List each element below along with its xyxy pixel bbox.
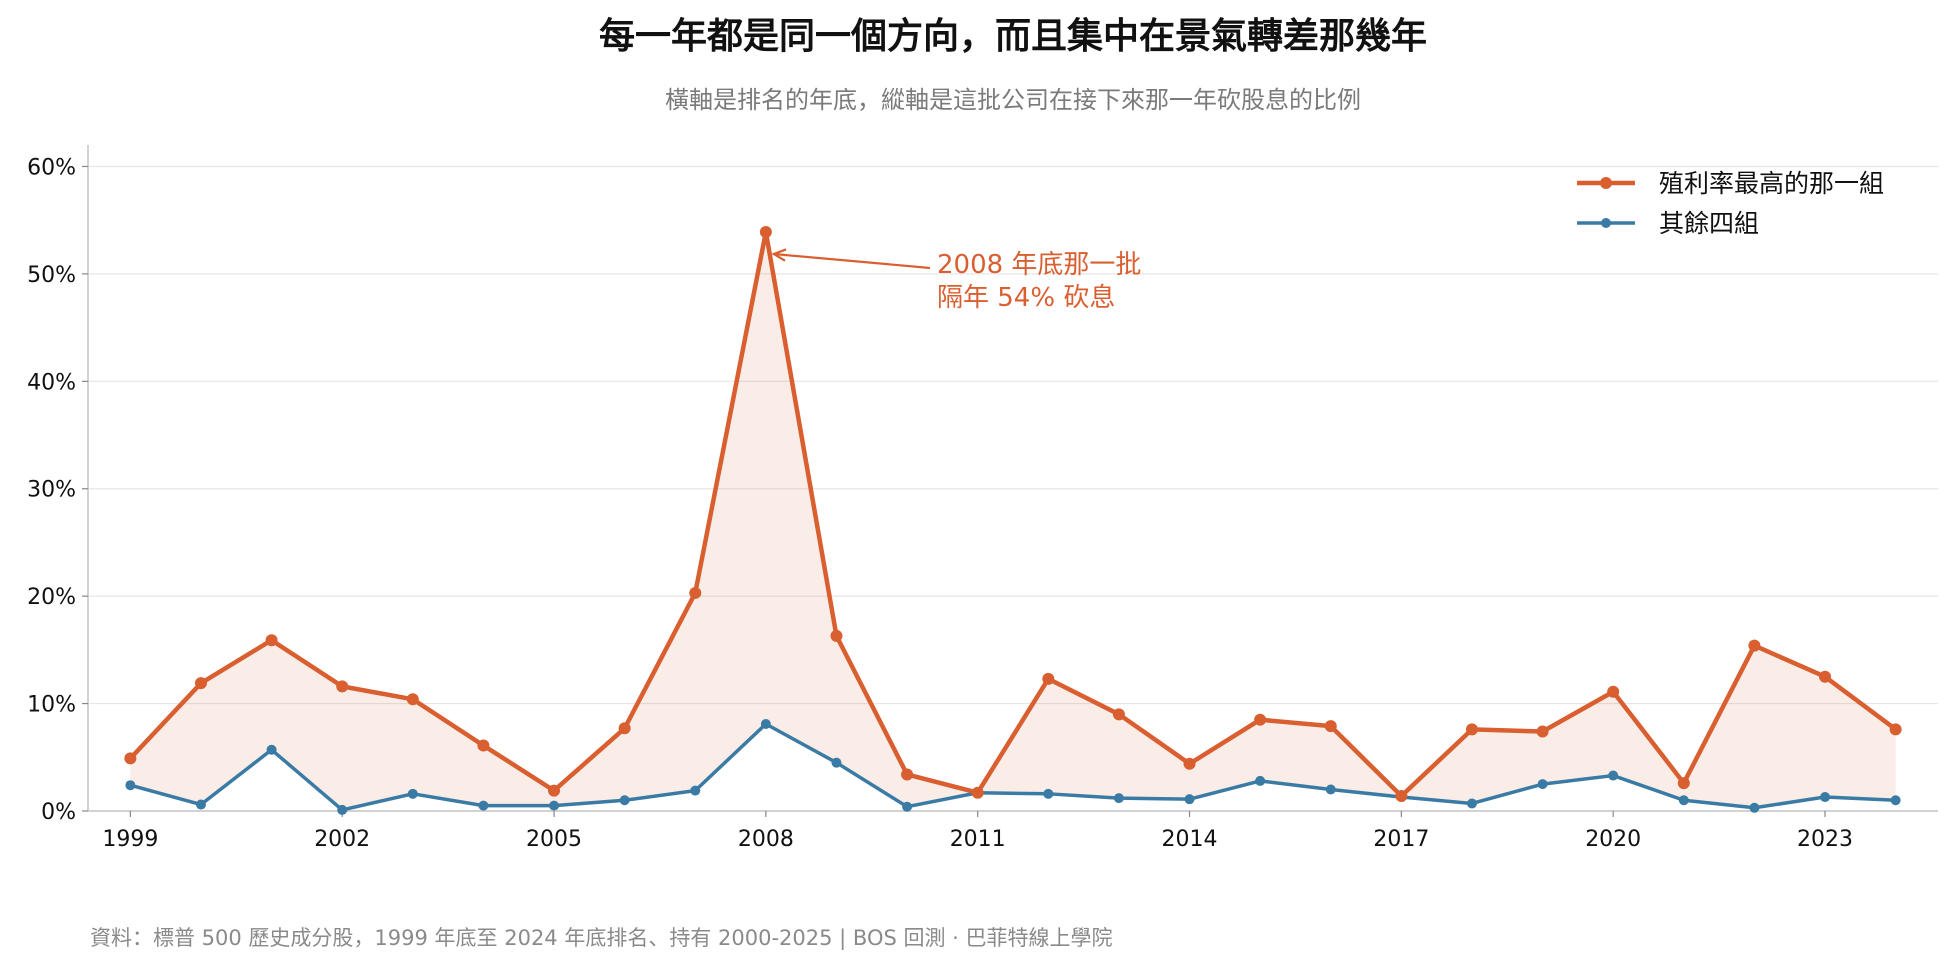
data-point [831,757,842,768]
legend-swatch-marker [1600,177,1612,189]
legend-swatch-marker [1601,218,1611,228]
series-line [128,229,1898,799]
series-line [128,722,1898,812]
data-point [1819,670,1832,683]
x-tick-label: 1999 [102,827,158,852]
data-point [406,693,419,706]
annotation-arrowhead [771,248,787,262]
data-point [1466,798,1477,809]
y-tick-label: 40% [27,370,76,395]
data-point [618,722,631,735]
data-point [902,801,913,812]
legend-label: 殖利率最高的那一組 [1659,169,1884,198]
data-point [1748,639,1761,652]
data-point [1536,725,1549,738]
data-point [336,680,349,693]
data-point [1255,775,1266,786]
annotation-line-2: 隔年 54% 砍息 [937,283,1115,313]
data-point [337,804,348,815]
data-point [125,780,136,791]
series-layer [124,226,1902,815]
data-point [1465,723,1478,736]
annotation-arrow [773,252,931,270]
data-point [1395,789,1408,802]
data-point [1890,795,1901,806]
data-point [971,786,984,799]
y-tick-label: 50% [27,263,76,288]
x-tick-label: 2017 [1373,827,1429,852]
data-point [1677,777,1690,790]
data-point [1042,672,1055,685]
y-tick-label: 10% [27,693,76,718]
data-point [1607,685,1620,698]
data-point [194,677,207,690]
data-point [1325,784,1336,795]
data-point [1889,723,1902,736]
data-point [1749,802,1760,813]
data-point [477,739,490,752]
data-point [760,718,771,729]
legend-item: 殖利率最高的那一組 [1577,169,1884,198]
y-tick-label: 0% [41,800,76,825]
data-point [549,800,560,811]
data-point [759,226,772,239]
data-point [407,788,418,799]
data-point [195,799,206,810]
data-point [1184,794,1195,805]
data-point [478,800,489,811]
x-tick-label: 2002 [314,827,370,852]
data-point [1820,792,1831,803]
x-tick-label: 2005 [526,827,582,852]
y-tick-label: 20% [27,585,76,610]
data-point [901,768,914,781]
legend-label: 其餘四組 [1659,209,1759,238]
data-point [1183,757,1196,770]
legend-item: 其餘四組 [1577,209,1759,238]
data-point [689,586,702,599]
data-point [1043,788,1054,799]
data-point [1254,713,1267,726]
data-point [1678,795,1689,806]
data-point [830,629,843,642]
x-tick-label: 2008 [738,827,794,852]
x-tick-label: 2011 [950,827,1006,852]
data-point [548,784,561,797]
data-point [1608,770,1619,781]
grid [88,165,1938,705]
axes: 0% 10% 20% 30% 40% 50% 60% 1999 2002 2005 2008 2011… [27,145,1938,852]
data-point [1324,720,1337,733]
chart-subtitle: 橫軸是排名的年底，縱軸是這批公司在接下來那一年砍股息的比例 [665,86,1361,114]
source-note: 資料：標普 500 歷史成分股，1999 年底至 2024 年底排名、持有 20… [90,926,1113,951]
data-point [1112,708,1125,721]
data-point [690,785,701,796]
data-point [1537,779,1548,790]
chart-title: 每一年都是同一個方向，而且集中在景氣轉差那幾年 [599,16,1427,57]
x-tick-label: 2014 [1162,827,1218,852]
fill-between-area [130,232,1896,810]
data-point [266,744,277,755]
annotation-line-1: 2008 年底那一批 [937,250,1141,280]
series-high-yield [124,226,1902,802]
x-tick-label: 2020 [1585,827,1641,852]
data-point [124,752,137,765]
data-point [619,795,630,806]
y-tick-label: 60% [27,155,76,180]
x-tick-label: 2023 [1797,827,1853,852]
fill-between-area-shape [130,232,1896,810]
data-point [265,634,278,647]
y-tick-label: 30% [27,478,76,503]
data-point [1113,793,1124,804]
